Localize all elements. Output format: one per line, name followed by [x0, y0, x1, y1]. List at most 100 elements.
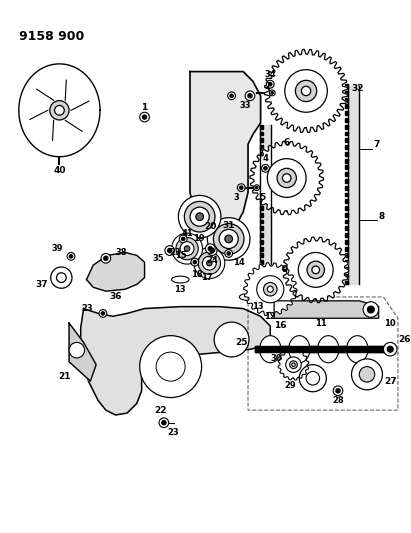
Text: 22: 22: [155, 406, 167, 415]
Circle shape: [359, 367, 375, 382]
Polygon shape: [345, 220, 348, 223]
Polygon shape: [260, 145, 263, 149]
Circle shape: [248, 94, 252, 98]
Circle shape: [219, 229, 238, 248]
Polygon shape: [345, 213, 348, 217]
Circle shape: [210, 248, 215, 253]
Polygon shape: [255, 346, 388, 352]
Polygon shape: [345, 104, 348, 108]
Circle shape: [159, 418, 169, 427]
Polygon shape: [190, 71, 261, 246]
Circle shape: [267, 286, 273, 292]
Ellipse shape: [289, 336, 310, 363]
Text: 20: 20: [205, 222, 217, 231]
Polygon shape: [283, 237, 349, 303]
Text: 1: 1: [141, 103, 148, 112]
Circle shape: [299, 365, 326, 392]
Text: 6: 6: [284, 138, 290, 147]
Circle shape: [208, 246, 217, 255]
Text: 28: 28: [332, 396, 344, 405]
Circle shape: [55, 106, 64, 115]
Polygon shape: [345, 206, 348, 210]
Text: 15: 15: [175, 251, 187, 260]
Text: 8: 8: [379, 212, 385, 221]
Text: 31: 31: [222, 221, 234, 230]
Text: 30: 30: [270, 354, 282, 364]
Circle shape: [363, 302, 379, 317]
Circle shape: [268, 159, 306, 197]
Circle shape: [387, 346, 393, 352]
Polygon shape: [260, 260, 263, 264]
Circle shape: [172, 233, 203, 264]
Circle shape: [207, 260, 212, 266]
Text: 12: 12: [264, 312, 276, 321]
Circle shape: [230, 94, 233, 98]
Circle shape: [227, 252, 231, 255]
Circle shape: [176, 238, 198, 260]
Circle shape: [351, 359, 383, 390]
Polygon shape: [260, 179, 263, 183]
Ellipse shape: [172, 276, 189, 283]
Text: 27: 27: [384, 377, 397, 385]
Polygon shape: [345, 125, 348, 128]
Circle shape: [101, 254, 111, 263]
Circle shape: [298, 253, 333, 287]
Text: 34: 34: [264, 70, 276, 79]
Circle shape: [271, 92, 273, 94]
Text: 29: 29: [285, 382, 296, 391]
Text: 38: 38: [115, 248, 127, 257]
Circle shape: [168, 248, 172, 253]
Circle shape: [245, 91, 255, 101]
Circle shape: [296, 80, 317, 102]
Circle shape: [255, 187, 258, 189]
Circle shape: [162, 421, 166, 425]
Polygon shape: [345, 145, 348, 149]
Text: 9: 9: [281, 265, 288, 274]
Polygon shape: [260, 139, 263, 142]
Polygon shape: [260, 213, 263, 217]
Polygon shape: [345, 185, 348, 190]
Circle shape: [191, 259, 199, 266]
Text: 17: 17: [201, 273, 212, 282]
Polygon shape: [260, 240, 263, 244]
Circle shape: [180, 241, 194, 255]
Circle shape: [140, 112, 149, 122]
Circle shape: [240, 186, 243, 189]
Text: 18: 18: [191, 270, 203, 279]
Ellipse shape: [318, 336, 339, 363]
Text: 39: 39: [52, 244, 63, 253]
Polygon shape: [265, 50, 348, 133]
Text: 11: 11: [315, 319, 326, 328]
Circle shape: [225, 235, 233, 243]
Circle shape: [50, 101, 69, 120]
Polygon shape: [345, 172, 348, 176]
Circle shape: [367, 306, 374, 313]
Text: 37: 37: [35, 280, 48, 289]
Text: 35: 35: [152, 254, 164, 263]
Text: 10: 10: [384, 319, 396, 328]
Polygon shape: [260, 132, 263, 135]
Polygon shape: [345, 84, 348, 88]
Circle shape: [104, 256, 108, 261]
Text: 33: 33: [239, 101, 251, 110]
Polygon shape: [348, 86, 359, 285]
Polygon shape: [260, 159, 263, 163]
Polygon shape: [345, 260, 348, 264]
Polygon shape: [260, 185, 263, 190]
Circle shape: [206, 244, 215, 254]
Polygon shape: [260, 233, 263, 237]
Text: 25: 25: [236, 338, 248, 347]
Circle shape: [254, 185, 260, 191]
Text: 9158 900: 9158 900: [19, 30, 84, 43]
Polygon shape: [69, 323, 96, 381]
Text: 36: 36: [109, 293, 122, 302]
Polygon shape: [345, 274, 348, 278]
Text: 3: 3: [233, 193, 239, 202]
Circle shape: [179, 235, 187, 243]
Circle shape: [257, 276, 284, 303]
Circle shape: [312, 266, 320, 274]
Polygon shape: [345, 159, 348, 163]
Polygon shape: [86, 253, 145, 291]
Polygon shape: [260, 125, 263, 128]
Polygon shape: [278, 349, 309, 380]
